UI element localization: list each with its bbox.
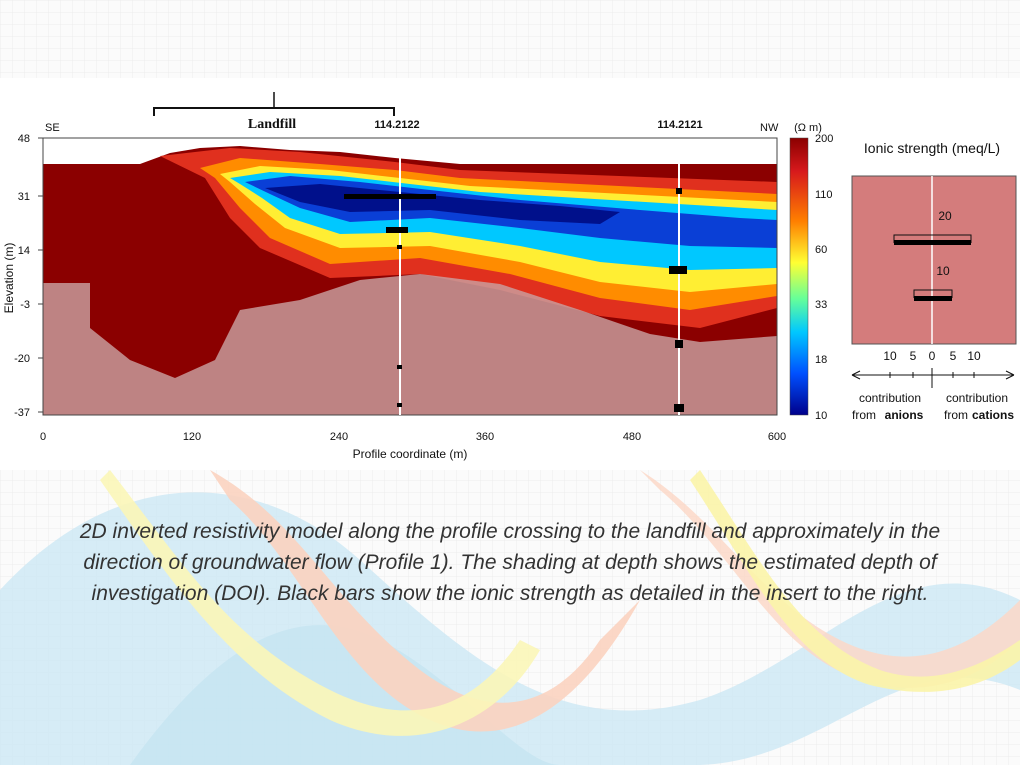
label-anions-3: anions bbox=[885, 408, 924, 422]
section-frame bbox=[42, 137, 778, 416]
insert-axis-arrow bbox=[851, 370, 1015, 380]
blue-swoosh-2 bbox=[130, 625, 560, 765]
x-tick-label: 120 bbox=[183, 431, 201, 443]
x-axis: 0 120 240 360 480 600 Profile coordinate… bbox=[40, 431, 786, 461]
insert-box bbox=[851, 175, 1017, 345]
y-tick-label: 48 bbox=[18, 133, 30, 145]
x-axis-label: Profile coordinate (m) bbox=[353, 447, 468, 461]
ionic-bar bbox=[386, 227, 408, 233]
insert-tick: 10 bbox=[883, 349, 897, 363]
label-anions-1: contribution bbox=[859, 391, 921, 405]
ionic-bar-20 bbox=[894, 240, 971, 245]
figure-caption: 2D inverted resistivity model along the … bbox=[79, 520, 941, 605]
label-cations-1: contribution bbox=[946, 391, 1008, 405]
ionic-bar bbox=[397, 403, 402, 407]
label-cations-2: from bbox=[944, 408, 968, 422]
x-tick-label: 0 bbox=[40, 431, 46, 443]
y-axis-label: Elevation (m) bbox=[2, 243, 16, 314]
well-label-114-2122: 114.2122 bbox=[374, 119, 419, 131]
colorbar-tick-label: 33 bbox=[815, 299, 827, 311]
y-tick-label: -3 bbox=[20, 299, 30, 311]
insert-title: Ionic strength (meq/L) bbox=[864, 140, 1000, 156]
y-tick-label: 31 bbox=[18, 191, 30, 203]
y-tick-label: 14 bbox=[18, 245, 30, 257]
ionic-bar bbox=[675, 340, 683, 348]
direction-nw-label: NW bbox=[760, 122, 779, 134]
colorbar-gradient bbox=[789, 137, 809, 416]
y-tick-label: -37 bbox=[14, 407, 30, 419]
doi-shading bbox=[43, 274, 777, 415]
colorbar-tick-label: 200 bbox=[815, 133, 833, 145]
ionic-bar-10 bbox=[914, 296, 952, 301]
yellow-swoosh-2 bbox=[690, 470, 1020, 692]
ionic-bars bbox=[344, 188, 687, 412]
ionic-strength-insert: Ionic strength (meq/L) 20 10 10 5 0 5 10… bbox=[851, 140, 1017, 422]
x-tick-label: 240 bbox=[330, 431, 348, 443]
label-cations-3: cations bbox=[972, 408, 1014, 422]
insert-tick: 5 bbox=[910, 349, 917, 363]
ionic-bar bbox=[344, 194, 436, 199]
bar-label-10: 10 bbox=[936, 264, 950, 278]
direction-se-label: SE bbox=[45, 122, 60, 134]
bracket-20 bbox=[893, 234, 972, 243]
landfill-label: Landfill bbox=[248, 117, 296, 132]
colorbar-tick-label: 60 bbox=[815, 244, 827, 256]
bar-label-20: 20 bbox=[938, 209, 952, 223]
colorbar: (Ω m) 200 110 60 33 18 10 bbox=[789, 122, 833, 422]
insert-tick: 5 bbox=[950, 349, 957, 363]
ionic-bar bbox=[669, 266, 687, 274]
colorbar-unit: (Ω m) bbox=[794, 122, 822, 134]
ionic-bar bbox=[676, 188, 682, 194]
x-tick-label: 480 bbox=[623, 431, 641, 443]
colorbar-tick-label: 18 bbox=[815, 354, 827, 366]
label-anions-2: from bbox=[852, 408, 876, 422]
landfill-bracket bbox=[153, 92, 395, 116]
insert-tick: 10 bbox=[967, 349, 981, 363]
x-tick-label: 600 bbox=[768, 431, 786, 443]
bracket-10 bbox=[913, 289, 953, 298]
well-label-114-2121: 114.2121 bbox=[657, 119, 702, 131]
ionic-bar bbox=[397, 365, 402, 369]
insert-tick: 0 bbox=[929, 349, 936, 363]
orange-swoosh bbox=[210, 470, 640, 732]
y-tick-label: -20 bbox=[14, 353, 30, 365]
ionic-bar bbox=[397, 245, 402, 249]
resistivity-figure: Landfill SE NW 114.2122 114.2121 48 31 bbox=[0, 78, 1020, 470]
colorbar-tick-label: 110 bbox=[815, 189, 833, 201]
resistivity-section bbox=[43, 138, 777, 415]
x-tick-label: 360 bbox=[476, 431, 494, 443]
y-axis: 48 31 14 -3 -20 -37 Elevation (m) bbox=[2, 133, 43, 419]
colorbar-tick-label: 10 bbox=[815, 410, 827, 422]
ionic-bar bbox=[674, 404, 684, 412]
